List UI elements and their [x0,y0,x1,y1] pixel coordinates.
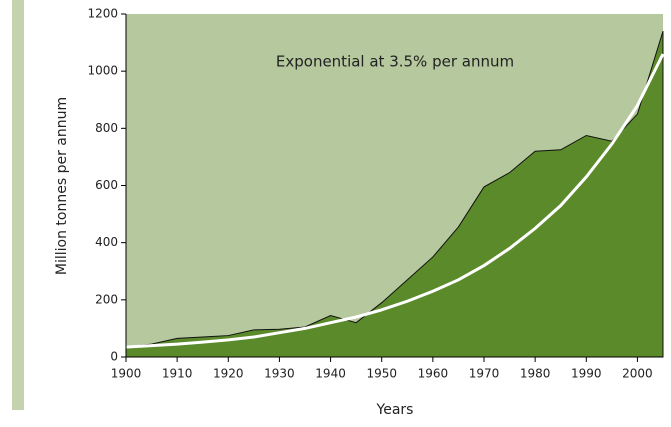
y-tick-label: 1200 [87,7,118,21]
x-tick-label: 1990 [571,367,602,381]
x-tick-label: 1970 [469,367,500,381]
y-axis-label: Million tonnes per annum [54,97,70,275]
y-tick-label: 800 [95,121,118,135]
y-tick-label: 200 [95,292,118,306]
x-tick-label: 1920 [213,367,244,381]
x-tick-label: 1910 [162,367,193,381]
x-tick-label: 1930 [264,367,295,381]
x-axis-label: Years [376,402,414,418]
y-tick-label: 600 [95,178,118,192]
x-tick-label: 1900 [111,367,142,381]
x-tick-label: 1950 [366,367,397,381]
y-tick-label: 0 [110,350,118,364]
x-tick-label: 1960 [418,367,449,381]
side-strip [12,0,24,410]
y-tick-label: 400 [95,235,118,249]
x-tick-label: 1940 [315,367,346,381]
x-tick-label: 1980 [520,367,551,381]
annotation: Exponential at 3.5% per annum [276,53,514,71]
area [125,31,664,358]
trend-line [125,53,665,349]
y-tick-label: 1000 [87,64,118,78]
x-tick-label: 2000 [622,367,653,381]
